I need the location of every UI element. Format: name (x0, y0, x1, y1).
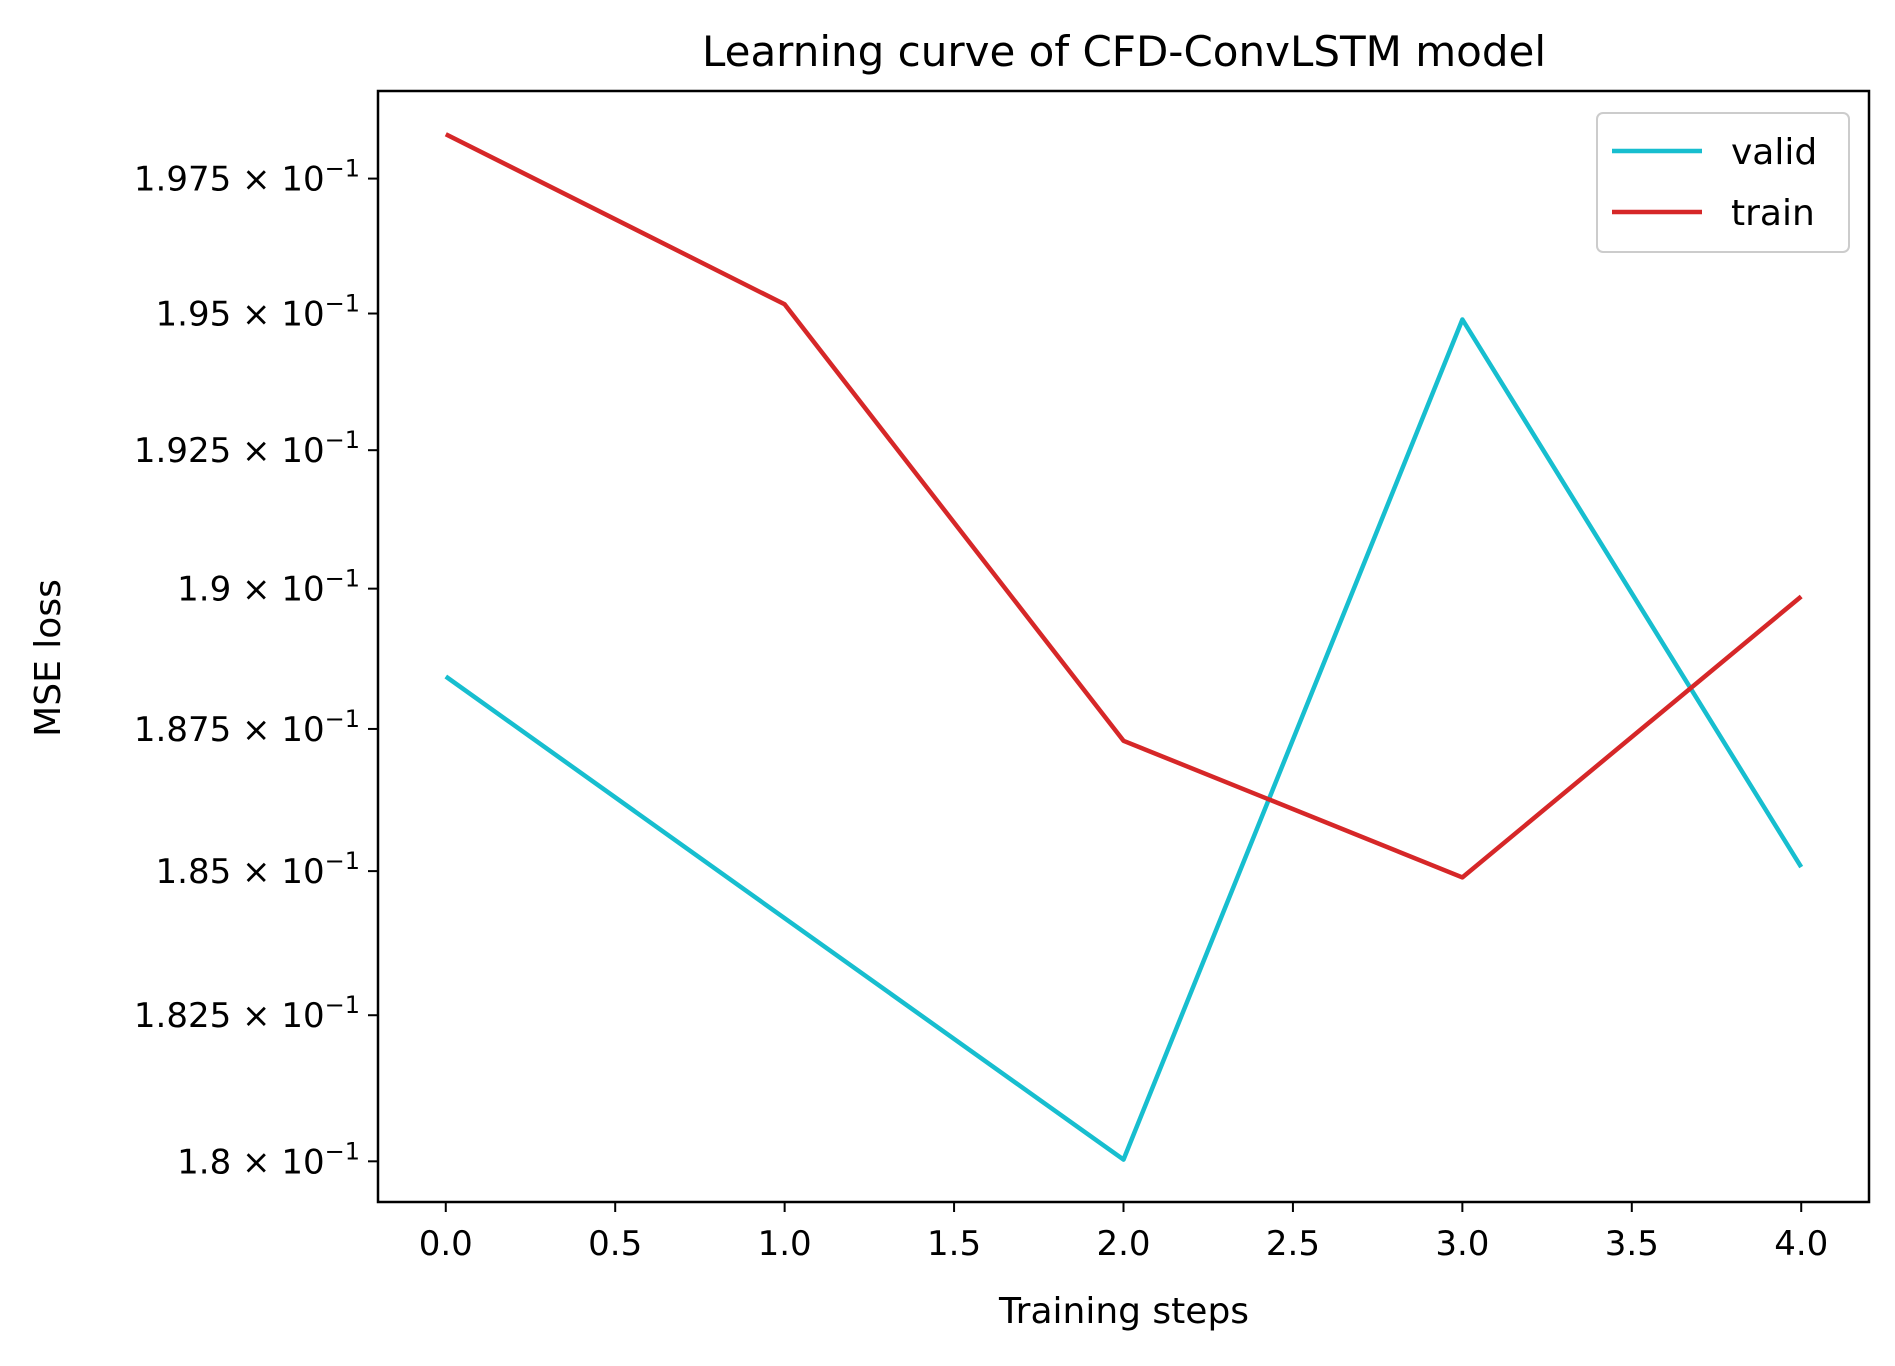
y-tick-label: 1.975 × 10−1 (134, 155, 360, 200)
x-axis-label: Training steps (998, 1291, 1249, 1332)
y-axis-label: MSE loss (28, 579, 69, 737)
legend-label-train: train (1731, 193, 1815, 234)
x-tick-label: 4.0 (1774, 1224, 1828, 1264)
y-tick-label: 1.925 × 10−1 (134, 426, 360, 471)
x-tick-label: 3.0 (1435, 1224, 1489, 1264)
x-tick-label: 2.0 (1096, 1224, 1150, 1264)
axes: 0.0 0.5 1.0 1.5 2.0 2.5 3.0 3.5 4.0 1.8 × 10−1 1.8… (134, 89, 1871, 1264)
legend-box (1596, 112, 1850, 253)
series-line-valid (444, 317, 1804, 1162)
legend-label-valid: valid (1731, 132, 1817, 173)
plot-frame (376, 89, 1871, 1204)
x-tick-label: 0.5 (588, 1224, 642, 1264)
x-tick-label: 3.5 (1605, 1224, 1659, 1264)
x-tick-label: 2.5 (1266, 1224, 1320, 1264)
x-tick-label: 1.5 (927, 1224, 981, 1264)
legend: valid train (1596, 112, 1850, 253)
y-tick-label: 1.9 × 10−1 (177, 565, 360, 610)
plot-area (444, 132, 1804, 1162)
y-tick-label: 1.85 × 10−1 (156, 847, 360, 892)
series-line-train (444, 132, 1803, 880)
x-tick-label: 0.0 (419, 1224, 473, 1264)
y-tick-label: 1.875 × 10−1 (134, 705, 360, 750)
y-tick-label: 1.825 × 10−1 (134, 991, 360, 1036)
y-tick-label: 1.95 × 10−1 (156, 290, 360, 335)
x-tick-label: 1.0 (758, 1224, 812, 1264)
y-tick-label: 1.8 × 10−1 (177, 1137, 360, 1182)
chart-title: Learning curve of CFD-ConvLSTM model (702, 27, 1546, 76)
